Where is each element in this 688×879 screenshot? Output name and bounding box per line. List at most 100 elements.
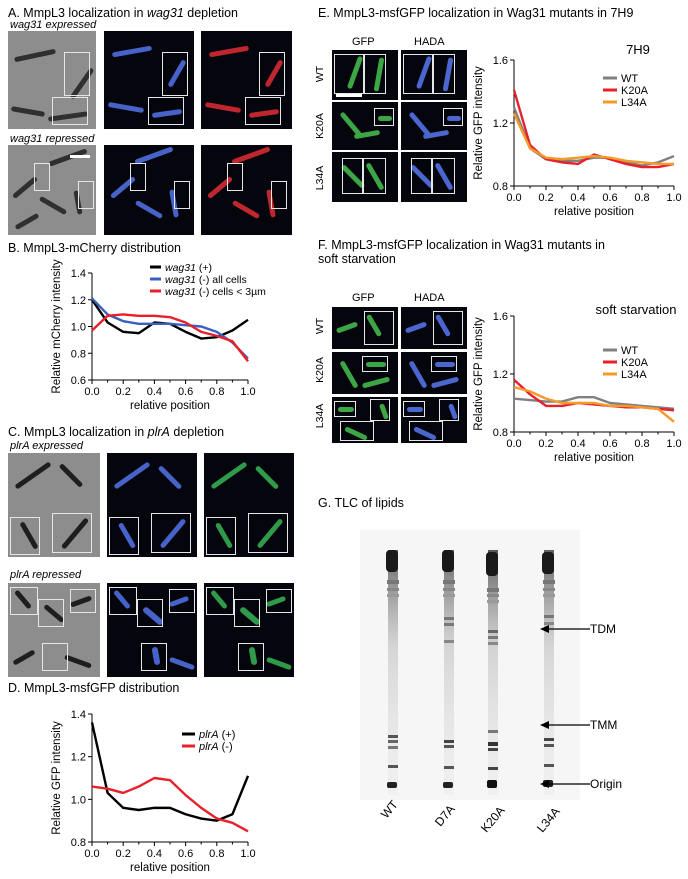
chart-e-legend-entry: L34A xyxy=(621,97,647,109)
panel-e-chart: 0.8 1.2 1.6 0.0 0.2 0.4 0.6 0.8 1.0 relative posi… xyxy=(473,42,682,218)
chart-f-legend-entry: WT xyxy=(621,345,638,357)
chart-f-ytick-label: 1.6 xyxy=(493,311,508,323)
chart-b-xtick-label: 0.4 xyxy=(147,386,162,398)
panel-e-col-hada: HADA xyxy=(414,36,445,48)
chart-d-ytick-label: 1.2 xyxy=(71,752,86,764)
panel-e-gfp-wt xyxy=(332,50,398,100)
chart-f-xtick-label: 0.2 xyxy=(538,438,553,450)
panel-e-hada-wt xyxy=(401,50,467,100)
panel-f-col-gfp: GFP xyxy=(352,292,375,304)
chart-b-xtick-label: 0.8 xyxy=(209,386,224,398)
panel-c-phase-image-repressed xyxy=(8,583,100,677)
chart-f-legend-entry: L34A xyxy=(621,369,647,381)
panel-c-phase-image-expressed xyxy=(8,453,100,557)
chart-b-legend-entry: wag31 (-) cells < 3µm xyxy=(165,286,266,298)
tlc-marker-tmm: TMM xyxy=(590,718,618,732)
chart-b-xtick-label: 0.2 xyxy=(116,386,131,398)
chart-f-ytick-label: 1.2 xyxy=(493,369,508,381)
panel-c-green-image-expressed xyxy=(204,453,294,557)
panel-f-col-hada: HADA xyxy=(414,292,445,304)
panel-a-phase-image-expressed xyxy=(8,31,96,129)
chart-d-xtick-label: 1.0 xyxy=(240,848,255,860)
tlc-marker-origin: Origin xyxy=(590,777,623,791)
panel-d-chart: 0.8 1.0 1.2 1.4 0.0 0.2 0.4 0.6 0.8 1.0 relative p… xyxy=(51,709,256,874)
chart-e-xtick-label: 0.8 xyxy=(634,192,649,204)
chart-b-xtick-label: 0.6 xyxy=(178,386,193,398)
chart-d-legend-entry: plrA (-) xyxy=(198,741,233,753)
panel-f-hada-k20a xyxy=(401,352,467,394)
chart-d-ytick-label: 1.4 xyxy=(71,709,86,721)
panel-g-tlc-plate xyxy=(360,530,580,800)
chart-e-xtick-label: 0.6 xyxy=(602,192,617,204)
panel-c-blue-image-repressed xyxy=(107,583,197,677)
chart-b-ytick-label: 0.6 xyxy=(71,375,86,387)
panel-f-chart: 0.8 1.2 1.6 0.0 0.2 0.4 0.6 0.8 1.0 relative posi… xyxy=(473,302,682,464)
tlc-arrow-tmm xyxy=(540,721,590,729)
chart-e-xtick-label: 0.4 xyxy=(570,192,585,204)
panel-f-gfp-l34a xyxy=(332,397,398,443)
panel-a-title: A. MmpL3 localization in wag31 depletion xyxy=(8,6,239,20)
panel-f-gfp-wt xyxy=(332,307,398,349)
panel-e-row-k20a: K20A xyxy=(314,113,326,139)
tlc-marker-tdm: TDM xyxy=(590,622,616,636)
panel-e-gfp-k20a xyxy=(332,102,398,150)
chart-d-ytick-label: 1.0 xyxy=(71,794,86,806)
panel-f-gfp-k20a xyxy=(332,352,398,394)
panel-e-hada-l34a xyxy=(401,152,467,202)
chart-b-xtick-label: 1.0 xyxy=(240,386,255,398)
tlc-lane-wt xyxy=(386,550,399,795)
panel-c-green-image-repressed xyxy=(204,583,294,677)
chart-d-legend-entry: plrA (+) xyxy=(198,729,235,741)
panel-e-gfp-l34a xyxy=(332,152,398,202)
tlc-lane-d7a xyxy=(442,550,455,795)
panel-f-hada-wt xyxy=(401,307,467,349)
chart-f-xtick-label: 0.4 xyxy=(570,438,585,450)
tlc-arrow-origin xyxy=(540,780,590,788)
panel-c-title: C. MmpL3 localization in plrA depletion xyxy=(8,425,225,439)
panel-a-red-image-repressed xyxy=(201,145,292,235)
chart-f-xtick-label: 1.0 xyxy=(666,438,681,450)
chart-e-ytick-label: 0.8 xyxy=(493,181,508,193)
panel-b-title: B. MmpL3-mCherry distribution xyxy=(8,241,181,255)
panel-a-red-image-expressed xyxy=(201,31,292,129)
chart-b-series-line xyxy=(91,299,249,340)
panel-f-row-l34a: L34A xyxy=(314,403,326,429)
chart-e-xtick-label: 1.0 xyxy=(666,192,681,204)
panel-f-title-line2: soft starvation xyxy=(318,252,396,266)
panel-f-hada-l34a xyxy=(401,397,467,443)
chart-f-xtick-label: 0.0 xyxy=(506,438,521,450)
panel-e-hada-k20a xyxy=(401,102,467,150)
chart-b-ytick-label: 1.4 xyxy=(71,268,86,280)
panel-e-col-gfp: GFP xyxy=(352,36,375,48)
chart-e-legend-entry: K20A xyxy=(621,85,649,97)
chart-b-ylabel: Relative mCherry intensity xyxy=(51,259,63,393)
chart-f-ytick-label: 0.8 xyxy=(493,427,508,439)
chart-f-legend-entry: K20A xyxy=(621,357,649,369)
chart-b-xlabel: relative position xyxy=(130,400,210,412)
chart-e-xtick-label: 0.0 xyxy=(506,192,521,204)
panel-g-title: G. TLC of lipids xyxy=(318,496,404,510)
chart-b-ytick-label: 1.0 xyxy=(71,322,86,334)
chart-f-xtick-label: 0.6 xyxy=(602,438,617,450)
chart-e-legend-entry: WT xyxy=(621,73,638,85)
chart-e-ylabel: Relative GFP intensity xyxy=(473,66,485,180)
chart-d-xlabel: relative position xyxy=(130,862,210,874)
chart-d-xtick-label: 0.4 xyxy=(147,848,162,860)
panel-a-blue-image-expressed xyxy=(104,31,194,129)
chart-f-ylabel: Relative GFP intensity xyxy=(473,317,485,431)
chart-d-ylabel: Relative GFP intensity xyxy=(51,721,63,835)
chart-d-series-line xyxy=(91,776,249,833)
chart-e-xtick-label: 0.2 xyxy=(538,192,553,204)
panel-d-title: D. MmpL3-msfGFP distribution xyxy=(8,681,180,695)
panel-c-blue-image-expressed xyxy=(107,453,197,557)
chart-d-xtick-label: 0.8 xyxy=(209,848,224,860)
panel-f-row-wt: WT xyxy=(314,317,326,335)
chart-d-ytick-label: 0.8 xyxy=(71,837,86,849)
chart-b-legend-entry: wag31 (+) xyxy=(165,262,212,274)
chart-b-ytick-label: 0.8 xyxy=(71,348,86,360)
chart-d-xtick-label: 0.2 xyxy=(116,848,131,860)
chart-b-series-line xyxy=(91,313,249,363)
chart-d-xtick-label: 0.6 xyxy=(178,848,193,860)
chart-b-xtick-label: 0.0 xyxy=(84,386,99,398)
panel-a-row2-label: wag31 repressed xyxy=(10,133,95,145)
